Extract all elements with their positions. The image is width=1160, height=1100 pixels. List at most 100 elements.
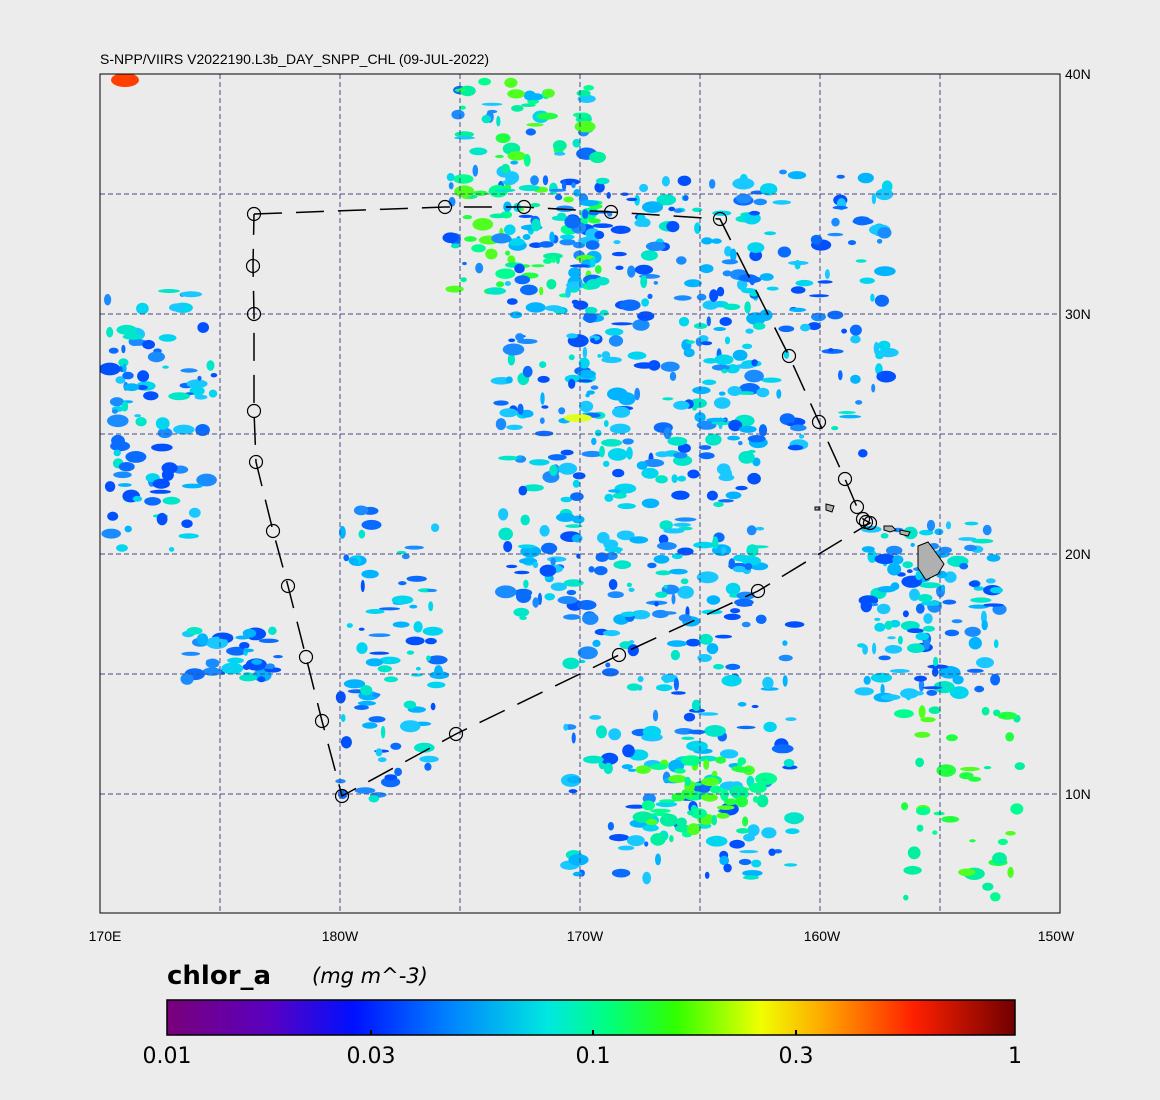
chlorophyll-patch: [573, 241, 585, 249]
chlorophyll-patch: [568, 354, 575, 361]
chlorophyll-patch: [168, 392, 190, 401]
chlorophyll-patch: [564, 414, 592, 422]
chlorophyll-patch: [716, 286, 725, 297]
chlorophyll-patch: [384, 774, 398, 781]
chlorophyll-patch: [609, 834, 629, 842]
chlorophyll-patch: [558, 407, 566, 415]
chlorophyll-patch: [495, 418, 507, 431]
chlorophyll-patch: [681, 736, 695, 740]
chlorophyll-patch: [764, 231, 777, 236]
chlorophyll-patch: [874, 622, 886, 632]
chlorophyll-patch: [118, 358, 129, 367]
chlorophyll-patch: [357, 700, 376, 706]
chlorophyll-patch: [677, 175, 692, 186]
chlorophyll-patch: [375, 748, 383, 757]
chlorophyll-patch: [532, 561, 539, 569]
chlorophyll-patch: [706, 643, 719, 655]
waypoint: [855, 511, 871, 527]
chlorophyll-patch: [613, 240, 621, 245]
chlorophyll-patch: [567, 776, 581, 784]
chlorophyll-patch: [966, 668, 984, 673]
chlorophyll-patch: [918, 679, 925, 692]
chlorophyll-patch: [668, 774, 688, 783]
chlorophyll-patch: [674, 768, 686, 774]
chlorophyll-patch: [1010, 803, 1024, 815]
chlorophyll-patch: [713, 397, 731, 409]
chlorophyll-patch: [509, 311, 523, 319]
chlorophyll-patch: [771, 744, 794, 754]
chlorophyll-patch: [605, 328, 624, 336]
chlorophyll-patch: [650, 833, 666, 846]
chlorophyll-patch: [747, 435, 766, 443]
chlorophyll-patch: [523, 579, 529, 589]
chlorophyll-patch: [206, 360, 215, 371]
waypoint: [849, 499, 865, 515]
chlorophyll-patch: [903, 865, 922, 875]
chlorophyll-patch: [368, 716, 386, 723]
chlorophyll-patch: [626, 446, 633, 460]
chlorophyll-patch: [746, 525, 757, 536]
chlorophyll-patch: [180, 291, 203, 298]
chlorophyll-patch: [354, 787, 376, 794]
chlorophyll-patch: [493, 400, 509, 406]
chlorophyll-patch: [546, 279, 557, 290]
chlorophyll-patch: [579, 659, 586, 664]
chlorophyll-patch: [944, 571, 957, 583]
chlorophyll-patch: [686, 823, 701, 836]
chlorophyll-patch: [499, 408, 518, 418]
chlorophyll-patch: [137, 370, 150, 382]
chlorophyll-patch: [478, 77, 491, 86]
chlorophyll-patch: [692, 207, 703, 212]
chlorophyll-patch: [706, 595, 721, 605]
chlorophyll-patch: [588, 218, 601, 224]
chlorophyll-patch: [504, 224, 516, 235]
chlorophyll-patch: [401, 553, 410, 560]
chlorophyll-patch: [579, 400, 594, 413]
chlorophyll-patch: [983, 766, 992, 770]
chlorophyll-patch: [694, 222, 701, 234]
chlorophyll-patch: [630, 610, 651, 620]
chlorophyll-patch: [810, 234, 823, 245]
chlorophyll-patch: [124, 525, 132, 533]
chlorophyll-patch: [643, 458, 665, 468]
chlorophyll-patch: [594, 566, 608, 576]
chlorophyll-patch: [551, 255, 556, 264]
chlorophyll-patch: [515, 333, 524, 341]
chlorophyll-patch: [585, 240, 600, 250]
chlorophyll-patch: [108, 347, 119, 354]
chlorophyll-patch: [699, 264, 714, 274]
chlorophyll-patch: [640, 218, 651, 228]
chlorophyll-patch: [906, 569, 913, 574]
chlorophyll-patch: [914, 675, 927, 682]
chlorophyll-patch: [686, 740, 708, 752]
chlorophyll-patch: [571, 534, 583, 543]
chlorophyll-patch: [692, 386, 711, 395]
chlorophyll-patch: [592, 223, 613, 228]
chlorophyll-patch: [634, 264, 654, 275]
chlorophyll-patch: [484, 287, 507, 295]
chlorophyll-patch: [959, 563, 969, 570]
chlorophyll-patch: [543, 88, 555, 98]
chlorophyll-patch: [502, 179, 516, 186]
chlorophyll-patch: [143, 391, 159, 401]
chlorophyll-layer: [100, 74, 1025, 902]
chlorophyll-patch: [884, 645, 903, 654]
chlorophyll-patch: [549, 188, 567, 192]
chlorophyll-patch: [495, 268, 516, 279]
chlorophyll-patch: [539, 525, 550, 537]
chlorophyll-patch: [454, 185, 475, 198]
chlorophyll-patch: [538, 241, 554, 248]
chlorophyll-patch: [514, 275, 531, 285]
chlorophyll-patch: [459, 85, 476, 97]
chlorophyll-patch: [566, 333, 578, 339]
chlorophyll-patch: [985, 578, 996, 584]
chlorophyll-patch: [503, 541, 513, 553]
chlorophyll-patch: [208, 389, 218, 398]
chlorophyll-patch: [243, 648, 254, 653]
chlorophyll-patch: [557, 212, 567, 219]
chlorophyll-patch: [658, 534, 669, 545]
chlorophyll-patch: [751, 704, 759, 709]
chlorophyll-patch: [719, 855, 730, 866]
chlorophyll-patch: [687, 810, 695, 816]
chlorophyll-patch: [494, 188, 516, 193]
